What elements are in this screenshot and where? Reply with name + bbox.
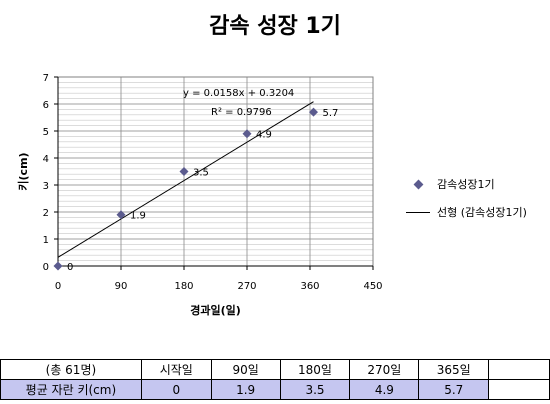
diamond-marker-icon (405, 179, 431, 189)
data-point (116, 210, 126, 220)
legend-item-trendline: 선형 (감속성장1기) (405, 201, 527, 223)
y-tick-label: 1 (43, 235, 49, 246)
table-cell: 3.5 (279, 379, 351, 400)
x-tick-label: 360 (300, 281, 319, 292)
legend-item-series: 감속성장1기 (405, 173, 527, 195)
table-cell: 0 (140, 379, 212, 400)
data-label: 3.5 (193, 168, 209, 179)
table-cell: 평균 자란 키(cm) (0, 379, 142, 400)
trendline-equation: y = 0.0158x + 0.3204 (183, 88, 294, 99)
y-tick-label: 5 (43, 127, 49, 138)
chart-title: 감속 성장 1기 (209, 14, 341, 39)
legend: 감속성장1기 선형 (감속성장1기) (405, 173, 527, 229)
trendline-r2: R² = 0.9796 (211, 107, 272, 118)
table-header-cell: 270일 (349, 359, 420, 380)
table-header-cell: 시작일 (140, 359, 212, 380)
x-tick-label: 90 (115, 281, 128, 292)
data-point (309, 107, 318, 117)
y-tick-label: 0 (43, 262, 49, 273)
y-tick-label: 3 (43, 181, 49, 192)
line-marker-icon (405, 211, 431, 213)
data-point (179, 167, 189, 176)
x-tick-label: 180 (174, 281, 193, 292)
table-header-cell: (총 61명) (0, 359, 142, 380)
table-header-cell: 365일 (418, 359, 490, 380)
table-cell: 4.9 (349, 379, 420, 400)
legend-label-trendline: 선형 (감속성장1기) (437, 206, 527, 219)
table-row: 평균 자란 키(cm) 0 1.9 3.5 4.9 5.7 (0, 379, 550, 400)
y-tick-label: 7 (43, 73, 49, 84)
table-cell: 5.7 (418, 379, 490, 400)
trendline (57, 101, 314, 258)
x-tick-label: 450 (363, 281, 382, 292)
y-axis-title: 키(cm) (16, 152, 30, 190)
y-tick-label: 6 (43, 100, 49, 111)
x-tick-label: 270 (237, 281, 256, 292)
plot-area-border (57, 76, 374, 267)
data-point (53, 261, 63, 271)
data-label: 1.9 (130, 211, 146, 222)
table-header-row: (총 61명) 시작일 90일 180일 270일 365일 (0, 359, 550, 380)
y-tick-label: 2 (43, 208, 49, 219)
legend-label-series: 감속성장1기 (437, 178, 495, 191)
table-empty-cell (488, 359, 550, 380)
table-header-cell: 180일 (279, 359, 351, 380)
data-label: 4.9 (256, 130, 272, 141)
data-label: 0 (67, 262, 73, 273)
table-header-cell: 90일 (210, 359, 281, 380)
table-empty-cell (488, 379, 550, 400)
y-tick-label: 4 (43, 154, 49, 165)
data-table: (총 61명) 시작일 90일 180일 270일 365일 평균 자란 키(c… (0, 359, 550, 400)
data-label: 5.7 (323, 108, 339, 119)
table-cell: 1.9 (210, 379, 281, 400)
data-point (242, 129, 252, 139)
x-tick-label: 0 (55, 281, 61, 292)
x-axis-title: 경과일(일) (190, 303, 241, 317)
